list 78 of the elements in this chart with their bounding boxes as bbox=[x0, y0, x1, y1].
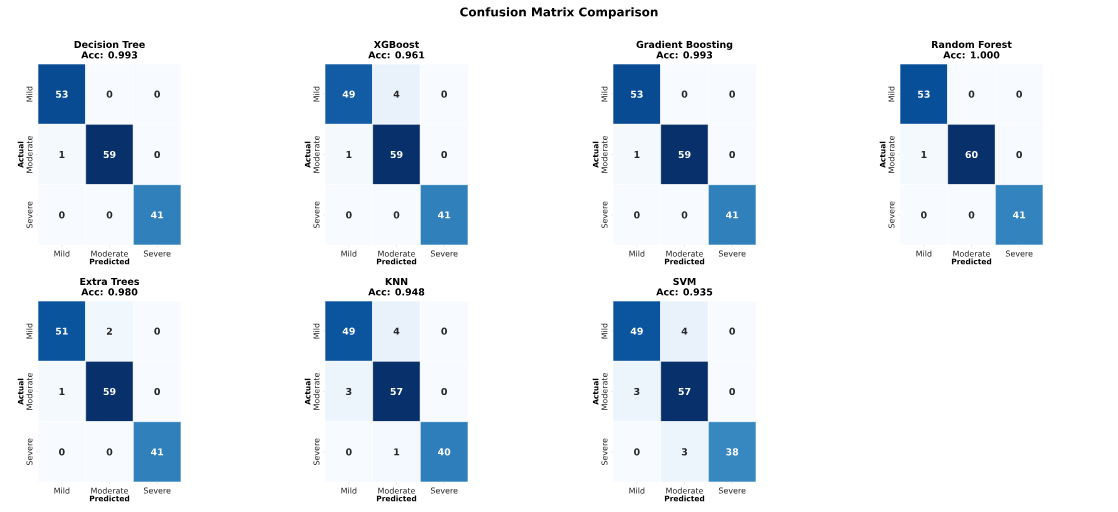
data-label: 0 bbox=[1016, 150, 1023, 159]
chart-title: KNN bbox=[385, 278, 408, 285]
data-label: 0 bbox=[441, 90, 448, 98]
data-label: 41 bbox=[151, 211, 164, 219]
chart-title: Extra Trees bbox=[80, 278, 140, 286]
data-label: 41 bbox=[151, 448, 164, 456]
data-label: 0 bbox=[346, 211, 352, 219]
data-label: 0 bbox=[921, 211, 927, 219]
data-label: 53 bbox=[630, 90, 643, 98]
data-label: 1 bbox=[394, 448, 400, 456]
data-label: 59 bbox=[390, 150, 403, 159]
data-label: 0 bbox=[106, 211, 113, 219]
data-label: 4 bbox=[393, 90, 400, 98]
data-label: 1 bbox=[921, 151, 927, 158]
data-label: 0 bbox=[729, 387, 736, 396]
data-label: 41 bbox=[1013, 211, 1026, 219]
chart-subtitle: Acc: 1.000 bbox=[943, 51, 1000, 59]
chart-title: Gradient Boosting bbox=[636, 40, 733, 50]
data-label: 59 bbox=[103, 150, 116, 159]
data-label: 1 bbox=[346, 151, 352, 158]
data-label: 49 bbox=[342, 327, 355, 335]
data-label: 0 bbox=[154, 150, 161, 159]
data-label: 0 bbox=[968, 211, 975, 219]
data-label: 4 bbox=[393, 327, 400, 335]
data-label: 0 bbox=[154, 387, 161, 396]
data-label: 0 bbox=[729, 327, 736, 335]
data-label: 0 bbox=[1016, 90, 1023, 98]
chart-subtitle: Acc: 0.993 bbox=[656, 51, 713, 59]
data-label: 0 bbox=[681, 90, 688, 98]
data-label: 0 bbox=[441, 327, 448, 335]
data-label: 0 bbox=[106, 448, 113, 456]
data-label: 60 bbox=[965, 150, 978, 159]
data-label: 0 bbox=[154, 90, 161, 98]
chart-subtitle: Acc: 0.993 bbox=[81, 51, 138, 59]
chart-subtitle: Acc: 0.980 bbox=[81, 288, 138, 296]
data-label: 0 bbox=[441, 387, 448, 396]
chart-title: XGBoost bbox=[373, 40, 420, 49]
data-label: 1 bbox=[59, 151, 65, 158]
chart-title: Random Forest bbox=[932, 40, 1012, 49]
data-label: 0 bbox=[729, 90, 736, 98]
data-label: 4 bbox=[681, 327, 688, 335]
data-label: 51 bbox=[55, 327, 68, 335]
data-label: 53 bbox=[55, 90, 68, 98]
chart-title: Decision Tree bbox=[74, 40, 145, 49]
data-label: 0 bbox=[441, 150, 448, 159]
data-label: 40 bbox=[438, 448, 451, 456]
data-label: 59 bbox=[678, 150, 691, 159]
data-label: 53 bbox=[917, 90, 930, 98]
data-label: 0 bbox=[729, 150, 736, 159]
data-label: 49 bbox=[342, 90, 355, 98]
data-label: 1 bbox=[634, 151, 640, 158]
data-label: 41 bbox=[438, 211, 451, 219]
data-label: 3 bbox=[681, 448, 688, 456]
data-label: 0 bbox=[346, 448, 352, 456]
data-label: 0 bbox=[58, 211, 65, 219]
data-label: 59 bbox=[103, 387, 116, 396]
data-label: 3 bbox=[346, 387, 352, 396]
data-label: 0 bbox=[154, 327, 161, 335]
data-label: 57 bbox=[390, 387, 403, 396]
chart-subtitle: Acc: 0.935 bbox=[656, 288, 713, 296]
text: Confusion Matrix Comparison bbox=[460, 7, 658, 19]
data-label: 0 bbox=[58, 448, 65, 456]
data-label: 41 bbox=[726, 211, 739, 219]
chart-title: SVM bbox=[673, 277, 696, 286]
data-label: 0 bbox=[634, 211, 640, 219]
data-label: 0 bbox=[393, 211, 400, 219]
chart-subtitle: Acc: 0.961 bbox=[368, 51, 425, 59]
data-label: 0 bbox=[106, 90, 113, 98]
data-label: 0 bbox=[681, 211, 688, 219]
data-label: 49 bbox=[630, 327, 643, 335]
data-label: 2 bbox=[106, 327, 112, 335]
data-label: 38 bbox=[726, 448, 739, 456]
chart-subtitle: Acc: 0.948 bbox=[368, 288, 425, 296]
data-label: 0 bbox=[634, 448, 640, 456]
data-label: 57 bbox=[678, 387, 691, 396]
data-label: 1 bbox=[59, 388, 65, 395]
data-label: 3 bbox=[634, 387, 640, 396]
data-label: 0 bbox=[968, 90, 975, 98]
